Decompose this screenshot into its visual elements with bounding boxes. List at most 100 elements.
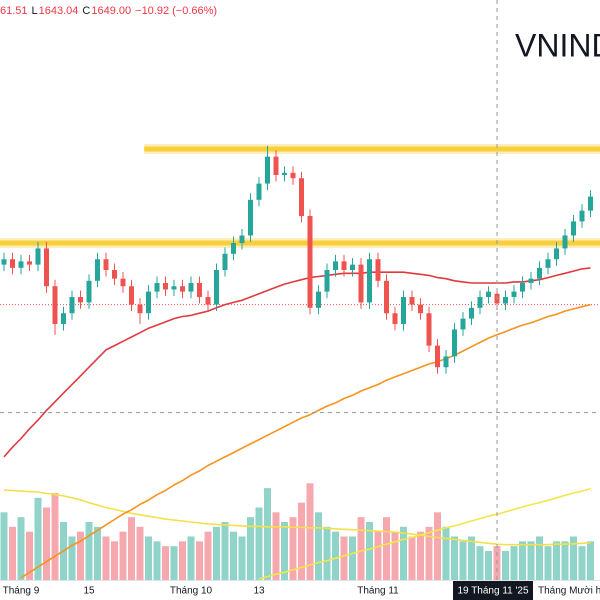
- x-tick-label: Tháng 11: [357, 586, 399, 597]
- volume-bar: [408, 536, 416, 580]
- candle-body: [35, 248, 41, 265]
- volume-bar: [145, 536, 152, 580]
- candle-body: [239, 235, 245, 244]
- candle-body: [205, 297, 211, 305]
- ohlc-header: 61.51 L1643.04 C1649.00 −10.92 (−0.66%): [0, 5, 217, 17]
- volume-bar: [119, 531, 127, 580]
- candle-body: [316, 291, 321, 308]
- candle-body: [571, 221, 576, 236]
- candle-body: [27, 261, 32, 265]
- x-tick-label: Tháng 9: [3, 586, 40, 597]
- volume-bar: [442, 526, 450, 580]
- candle-body: [375, 259, 381, 281]
- candle-body: [120, 278, 126, 287]
- volume-bar: [264, 488, 271, 580]
- candle-body: [341, 261, 347, 271]
- volume-bar: [289, 517, 297, 580]
- candle-body: [324, 270, 330, 292]
- volume-bar: [485, 551, 492, 580]
- volume-bar: [417, 531, 424, 580]
- volume-bar: [357, 517, 365, 580]
- volume-bar: [187, 536, 195, 580]
- level-line: [0, 240, 600, 246]
- candle-body: [443, 356, 449, 368]
- volume-bar: [153, 541, 161, 580]
- volume-bar: [510, 546, 518, 580]
- candle-body: [545, 259, 551, 268]
- candle-body: [528, 278, 534, 283]
- volume-bar: [85, 522, 93, 580]
- candle-body: [231, 243, 236, 254]
- volume-bar: [434, 512, 441, 580]
- moving-average-line: [20, 303, 591, 579]
- volume-bar: [272, 512, 280, 580]
- candle-body: [579, 210, 585, 222]
- volume-bar: [553, 541, 560, 580]
- volume-bar: [315, 512, 322, 580]
- volume-bar: [9, 526, 16, 580]
- x-tick-label: 13: [253, 586, 265, 597]
- candle-body: [273, 156, 279, 175]
- volume-bar: [502, 551, 509, 580]
- candle-body: [562, 235, 568, 249]
- volume-bar: [221, 522, 229, 580]
- x-axis-background: [0, 580, 600, 600]
- volume-bar: [179, 541, 186, 580]
- volume-bar: [332, 531, 339, 580]
- volume-average-line: [3, 489, 591, 546]
- candle-body: [588, 196, 593, 211]
- candle-body: [350, 264, 355, 271]
- volume-bar: [196, 541, 203, 580]
- volume-bar: [366, 522, 373, 580]
- volume-bar: [349, 536, 356, 580]
- volume-bar: [102, 536, 110, 580]
- candle-body: [299, 178, 304, 217]
- candle-body: [146, 291, 151, 314]
- volume-bar: [451, 536, 458, 580]
- candle-body: [469, 307, 474, 319]
- candle-body: [409, 297, 415, 305]
- volume-bar: [519, 541, 526, 580]
- volume-bar: [230, 531, 237, 580]
- candle-body: [95, 259, 100, 281]
- x-tick-label: Tháng 10: [170, 586, 213, 597]
- candle-body: [248, 199, 253, 236]
- candle-body: [44, 248, 49, 287]
- candle-body: [265, 156, 270, 184]
- volume-bar: [94, 526, 101, 580]
- volume-bar: [34, 497, 42, 580]
- volume-bar: [204, 531, 212, 580]
- crosshair-label: 19 Tháng 11 '25: [457, 586, 528, 597]
- candle-body: [112, 270, 117, 279]
- candle-body: [333, 261, 338, 271]
- volume-bar: [527, 541, 535, 580]
- candle-body: [307, 216, 313, 308]
- ohlc-header-item: 61.51: [0, 5, 28, 17]
- candle-body: [171, 286, 177, 290]
- candle-body: [554, 248, 559, 260]
- volume-bar: [425, 526, 433, 580]
- candle-body: [154, 282, 160, 292]
- x-tick-label: Tháng Mười hai: [538, 586, 600, 597]
- candle-body: [52, 286, 58, 325]
- volume-bar: [68, 536, 76, 580]
- candle-body: [103, 259, 109, 271]
- volume-bar: [306, 483, 314, 580]
- candle-body: [282, 172, 287, 175]
- candle-body: [10, 259, 15, 268]
- volume-bar: [255, 507, 263, 580]
- candle-body: [384, 280, 389, 314]
- volume-bar: [536, 536, 543, 580]
- candle-body: [418, 304, 423, 314]
- candle-body: [511, 291, 517, 298]
- candle-body: [520, 282, 525, 292]
- crosshair-label-box: [453, 581, 533, 600]
- ohlc-header-item: L: [32, 5, 38, 17]
- volume-bar: [17, 517, 25, 580]
- volume-bar: [281, 522, 288, 580]
- ohlc-header-item: −10.92 (−0.66%): [135, 5, 217, 17]
- candle-body: [503, 297, 508, 304]
